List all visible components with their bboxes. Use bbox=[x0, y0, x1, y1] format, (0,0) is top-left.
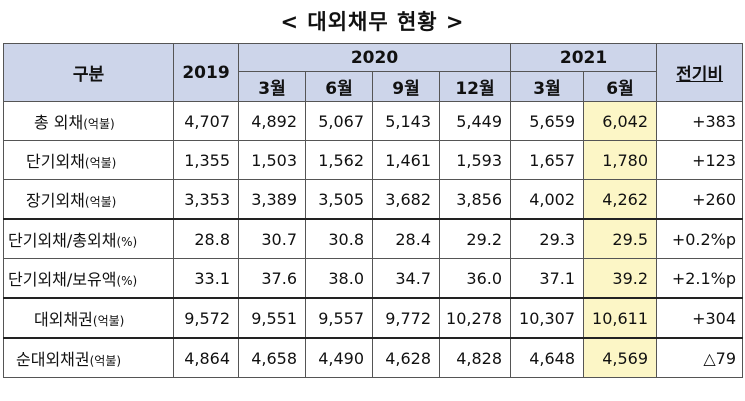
table-cell: 1,355 bbox=[173, 140, 239, 180]
row-unit: (억불) bbox=[84, 156, 117, 170]
table-cell: 3,389 bbox=[238, 179, 306, 220]
row-label-text: 대외채권 bbox=[34, 310, 93, 329]
table-cell: 3,353 bbox=[173, 179, 239, 220]
row-label-text: 장기외채 bbox=[26, 191, 85, 210]
table-cell: 3,505 bbox=[305, 179, 373, 220]
table-cell: 5,659 bbox=[510, 101, 585, 141]
table-row: 단기외채/총외채(%) 28.8 30.7 30.8 28.4 29.2 29.… bbox=[3, 218, 744, 259]
row-label-text: 단기외채/총외채 bbox=[8, 231, 117, 250]
table-cell: 4,569 bbox=[583, 337, 658, 378]
header-change: 전기비 bbox=[656, 43, 744, 102]
table-cell: 4,828 bbox=[438, 337, 512, 378]
external-debt-table: 구분 2019 2020 2021 전기비 3월 6월 9월 12월 3월 6월… bbox=[3, 43, 744, 378]
table-cell: 9,551 bbox=[238, 297, 306, 339]
row-label-text: 단기외채/보유액 bbox=[8, 270, 117, 289]
table-cell: 1,593 bbox=[438, 140, 512, 180]
table-cell: 4,262 bbox=[583, 179, 658, 220]
row-unit: (억불) bbox=[84, 195, 117, 209]
table-cell: 29.3 bbox=[510, 218, 585, 259]
change-cell: +260 bbox=[656, 179, 744, 220]
row-unit: (억불) bbox=[83, 117, 115, 131]
change-cell: +383 bbox=[656, 101, 744, 141]
table-cell: 4,864 bbox=[173, 337, 239, 378]
table-cell: 29.2 bbox=[438, 218, 512, 259]
header-month: 3월 bbox=[510, 71, 585, 102]
table-row: 총 외채(억불) 4,707 4,892 5,067 5,143 5,449 5… bbox=[3, 101, 744, 141]
table-cell: 9,557 bbox=[305, 297, 373, 339]
table-row: 순대외채권(억불) 4,864 4,658 4,490 4,628 4,828 … bbox=[3, 337, 744, 378]
table-cell: 9,572 bbox=[173, 297, 239, 339]
table-cell: 4,648 bbox=[510, 337, 585, 378]
table-cell: 4,707 bbox=[173, 101, 239, 141]
header-change-label: 전기비 bbox=[676, 65, 723, 85]
row-label: 단기외채/보유액(%) bbox=[3, 258, 174, 299]
table-cell: 5,067 bbox=[305, 101, 373, 141]
page-title: < 대외채무 현황 > bbox=[280, 10, 465, 34]
table-cell: 6,042 bbox=[583, 101, 658, 141]
header-month: 12월 bbox=[438, 71, 512, 102]
header-year-2019: 2019 bbox=[173, 43, 239, 102]
row-label: 단기외채(억불) bbox=[3, 140, 174, 180]
table-cell: 9,772 bbox=[372, 297, 440, 339]
table-cell: 1,780 bbox=[583, 140, 658, 180]
row-label: 총 외채(억불) bbox=[3, 101, 174, 141]
table-cell: 3,856 bbox=[438, 179, 512, 220]
table-cell: 10,611 bbox=[583, 297, 658, 339]
row-label-text: 총 외채 bbox=[34, 113, 84, 132]
table-cell: 4,892 bbox=[238, 101, 306, 141]
table-cell: 30.7 bbox=[238, 218, 306, 259]
row-unit: (억불) bbox=[89, 354, 122, 368]
header-year-2021: 2021 bbox=[510, 43, 658, 72]
table-cell: 37.1 bbox=[510, 258, 585, 299]
table-row: 대외채권(억불) 9,572 9,551 9,557 9,772 10,278 … bbox=[3, 297, 744, 339]
table-row: 장기외채(억불) 3,353 3,389 3,505 3,682 3,856 4… bbox=[3, 179, 744, 220]
change-cell: +123 bbox=[656, 140, 744, 180]
header-month: 3월 bbox=[238, 71, 306, 102]
header-month: 6월 bbox=[305, 71, 373, 102]
header-month: 6월 bbox=[583, 71, 658, 102]
row-unit: (억불) bbox=[92, 314, 125, 328]
row-unit: (%) bbox=[116, 235, 138, 249]
table-row: 단기외채(억불) 1,355 1,503 1,562 1,461 1,593 1… bbox=[3, 140, 744, 180]
change-cell: +2.1%p bbox=[656, 258, 744, 299]
table-cell: 5,143 bbox=[372, 101, 440, 141]
row-label-text: 단기외채 bbox=[26, 152, 85, 171]
row-label-text: 순대외채권 bbox=[16, 350, 90, 369]
table-cell: 28.4 bbox=[372, 218, 440, 259]
table-cell: 10,278 bbox=[438, 297, 512, 339]
table-cell: 4,658 bbox=[238, 337, 306, 378]
change-cell: △79 bbox=[656, 337, 744, 378]
table-cell: 4,002 bbox=[510, 179, 585, 220]
table-cell: 39.2 bbox=[583, 258, 658, 299]
table-cell: 29.5 bbox=[583, 218, 658, 259]
row-label: 단기외채/총외채(%) bbox=[3, 218, 174, 259]
table-cell: 34.7 bbox=[372, 258, 440, 299]
header-category: 구분 bbox=[3, 43, 174, 102]
table-row: 단기외채/보유액(%) 33.1 37.6 38.0 34.7 36.0 37.… bbox=[3, 258, 744, 299]
table-cell: 36.0 bbox=[438, 258, 512, 299]
table-cell: 30.8 bbox=[305, 218, 373, 259]
change-cell: +0.2%p bbox=[656, 218, 744, 259]
header-month: 9월 bbox=[372, 71, 440, 102]
table-cell: 33.1 bbox=[173, 258, 239, 299]
table-cell: 1,657 bbox=[510, 140, 585, 180]
table-cell: 4,628 bbox=[372, 337, 440, 378]
header-year-2020: 2020 bbox=[237, 43, 512, 72]
table-cell: 3,682 bbox=[372, 179, 440, 220]
table-cell: 37.6 bbox=[238, 258, 306, 299]
row-label: 장기외채(억불) bbox=[3, 179, 174, 220]
row-label: 대외채권(억불) bbox=[3, 297, 174, 339]
change-cell: +304 bbox=[656, 297, 744, 339]
table-cell: 1,503 bbox=[238, 140, 306, 180]
table-cell: 5,449 bbox=[438, 101, 512, 141]
row-unit: (%) bbox=[116, 274, 138, 288]
table-cell: 1,562 bbox=[305, 140, 373, 180]
table-cell: 38.0 bbox=[305, 258, 373, 299]
table-cell: 4,490 bbox=[305, 337, 373, 378]
table-cell: 1,461 bbox=[372, 140, 440, 180]
row-label: 순대외채권(억불) bbox=[3, 337, 174, 378]
table-cell: 10,307 bbox=[510, 297, 585, 339]
table-cell: 28.8 bbox=[173, 218, 239, 259]
